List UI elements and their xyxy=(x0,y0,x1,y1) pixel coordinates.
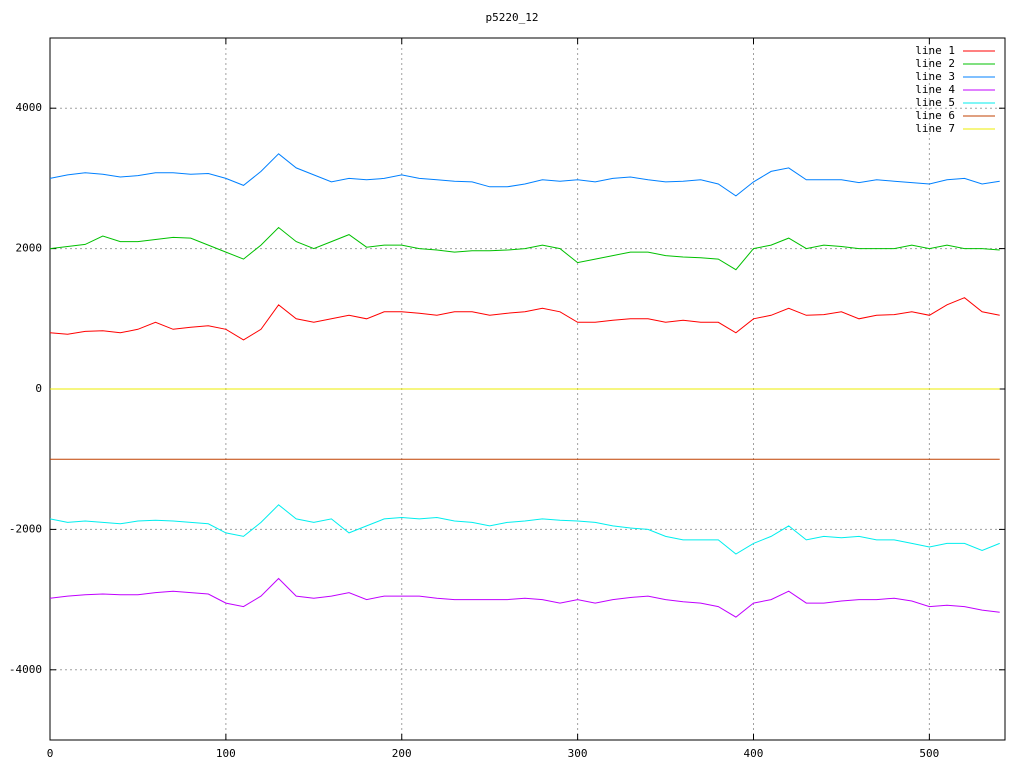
chart-title: p5220_12 xyxy=(486,11,539,24)
x-tick-label: 200 xyxy=(392,747,412,760)
series-line xyxy=(49,153,1000,197)
series-line xyxy=(49,297,1000,341)
y-tick-label: -4000 xyxy=(9,663,42,676)
y-tick-label: 0 xyxy=(35,382,42,395)
x-tick-label: 0 xyxy=(47,747,54,760)
x-tick-label: 400 xyxy=(744,747,764,760)
x-tick-label: 300 xyxy=(568,747,588,760)
series-line xyxy=(49,504,1000,555)
legend-label: line 2 xyxy=(915,57,955,70)
legend-label: line 5 xyxy=(915,96,955,109)
legend-label: line 3 xyxy=(915,70,955,83)
series-line xyxy=(49,226,1000,271)
legend-label: line 7 xyxy=(915,122,955,135)
y-tick-label: -2000 xyxy=(9,522,42,535)
x-tick-label: 500 xyxy=(919,747,939,760)
legend-label: line 4 xyxy=(915,83,955,96)
legend-label: line 6 xyxy=(915,109,955,122)
y-tick-label: 4000 xyxy=(16,101,43,114)
series-line xyxy=(49,577,1000,618)
legend-label: line 1 xyxy=(915,44,955,57)
x-tick-label: 100 xyxy=(216,747,236,760)
y-tick-label: 2000 xyxy=(16,242,43,255)
